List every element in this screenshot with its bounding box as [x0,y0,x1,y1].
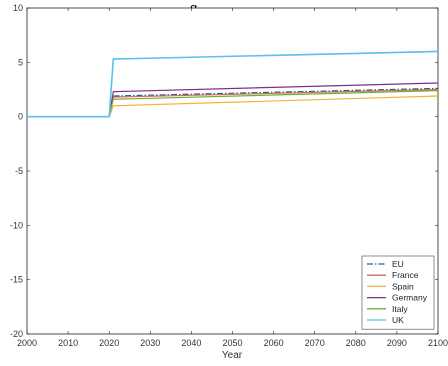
y-tick-label: -5 [15,166,23,176]
y-tick-label: -10 [10,220,23,230]
x-tick-label: 2080 [346,338,366,348]
legend-label-germany: Germany [392,293,428,303]
x-tick-label: 2010 [58,338,78,348]
x-tick-label: 2050 [222,338,242,348]
y-tick-label: 0 [18,112,23,122]
y-tick-label: 10 [13,3,23,13]
x-tick-label: 2030 [140,338,160,348]
legend-box [361,255,435,330]
legend-label-france: France [392,270,419,280]
legend-label-spain: Spain [392,281,414,291]
x-axis-label: Year [222,350,243,361]
x-tick-label: 2060 [264,338,284,348]
series-layer [27,50,439,118]
x-tick-label: 2090 [387,338,407,348]
legend-label-eu: EU [392,259,404,269]
x-tick-label: 2100 [428,338,448,348]
x-tick-label: 2020 [99,338,119,348]
y-tick-label: -20 [10,329,23,339]
y-tick-label: -15 [10,275,23,285]
chart-title: g [190,0,197,15]
x-tick-label: 2070 [305,338,325,348]
axes-layer: 2000 2010 2020 2030 2040 2050 2060 2070 2080 2090… [10,3,448,348]
x-tick-label: 2000 [17,338,37,348]
legend-label-italy: Italy [392,304,408,314]
series-line-uk [27,50,439,118]
legend-label-uk: UK [392,315,404,325]
y-tick-label: 5 [18,57,23,67]
x-tick-label: 2040 [181,338,201,348]
